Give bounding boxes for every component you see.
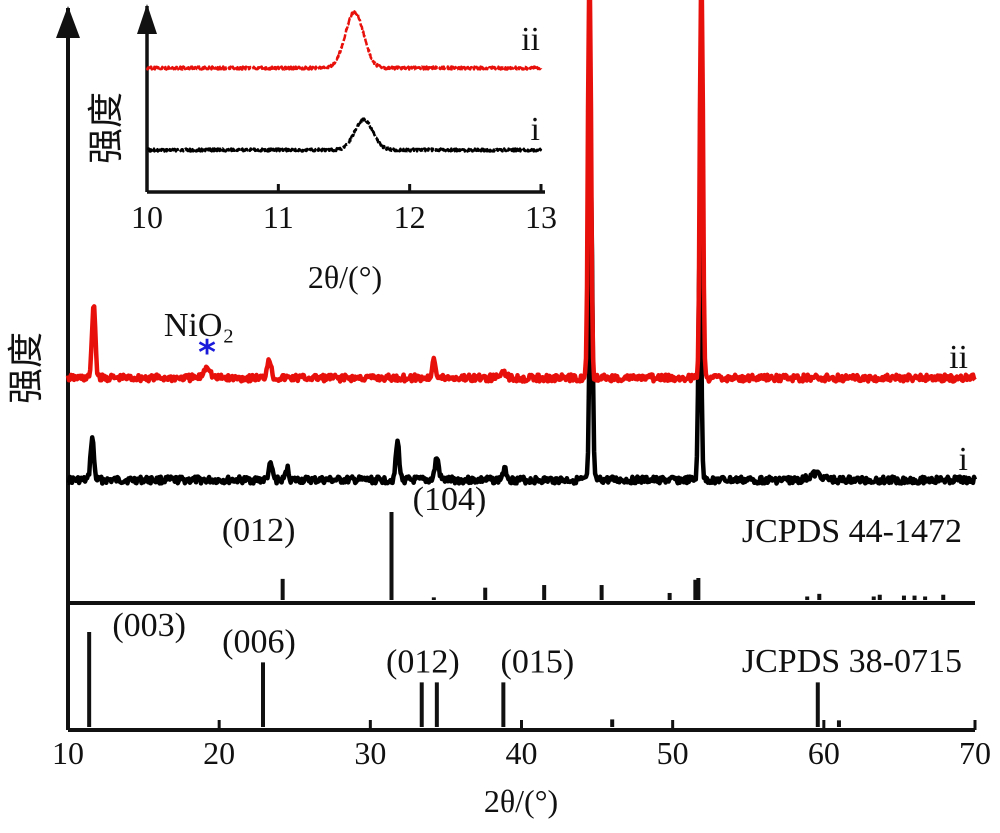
inset-series-line-i — [146, 117, 543, 153]
inset-chart: 强度 2θ/(°) 10 11 12 13 iii — [86, 0, 560, 300]
inset-x-tick-label: 11 — [263, 199, 294, 235]
main-x-tick-label: 40 — [506, 735, 538, 771]
reference-pattern-name: JCPDS 44-1472 — [742, 513, 962, 550]
inset-x-tick-label: 12 — [394, 199, 426, 235]
inset-series-line-ii — [145, 10, 543, 71]
inset-series-label-ii: ii — [521, 21, 540, 58]
inset-series-group — [145, 10, 543, 153]
main-x-tick-label: 10 — [52, 735, 84, 771]
main-x-tick-label: 30 — [354, 735, 386, 771]
main-y-axis-title: 强度 — [6, 332, 46, 404]
annotation-label: NiO₂ — [164, 307, 234, 344]
annotation-marker: * — [198, 333, 216, 373]
main-x-tick-label: 50 — [657, 735, 689, 771]
series-line-i — [66, 174, 978, 486]
inset-x-axis-title: 2θ/(°) — [308, 259, 382, 295]
inset-y-axis-arrow — [137, 4, 157, 34]
reference-stick-label: (015) — [501, 643, 575, 680]
main-x-tick-label: 60 — [808, 735, 840, 771]
reference-stick-label: (012) — [386, 643, 460, 680]
reference-stick-label: (012) — [222, 512, 296, 549]
main-chart: 强度 2θ/(°) 10 20 30 40 50 60 70 iii JCPDS 44-14… — [6, 0, 991, 819]
inset-series-labels: iii — [521, 21, 540, 148]
inset-x-tick-label: 10 — [131, 199, 163, 235]
inset-x-tick-label: 13 — [525, 199, 557, 235]
main-series-labels: iii — [949, 339, 968, 478]
main-series-group — [65, 0, 978, 486]
main-x-ticks: 10 20 30 40 50 60 70 — [52, 720, 991, 771]
reference-stick-label: (003) — [112, 607, 186, 644]
series-line-ii — [65, 0, 977, 384]
main-x-axis-title: 2θ/(°) — [484, 783, 558, 819]
reference-patterns: JCPDS 44-1472 (012) (104) JCPDS 38-0715 (003… — [87, 481, 962, 727]
series-label-ii: ii — [949, 339, 968, 376]
annotations: NiO₂* — [164, 307, 234, 373]
reference-stick-label: (006) — [222, 623, 296, 660]
inset-x-ticks: 10 11 12 13 — [131, 184, 557, 235]
reference-stick-label: (104) — [413, 481, 487, 518]
inset-y-axis-title: 强度 — [86, 92, 126, 164]
main-x-tick-label: 20 — [203, 735, 235, 771]
inset-series-label-i: i — [531, 111, 540, 148]
main-y-axis-arrow — [56, 6, 80, 38]
series-label-i: i — [959, 441, 968, 478]
main-x-tick-label: 70 — [959, 735, 991, 771]
reference-pattern-name: JCPDS 38-0715 — [742, 643, 962, 680]
